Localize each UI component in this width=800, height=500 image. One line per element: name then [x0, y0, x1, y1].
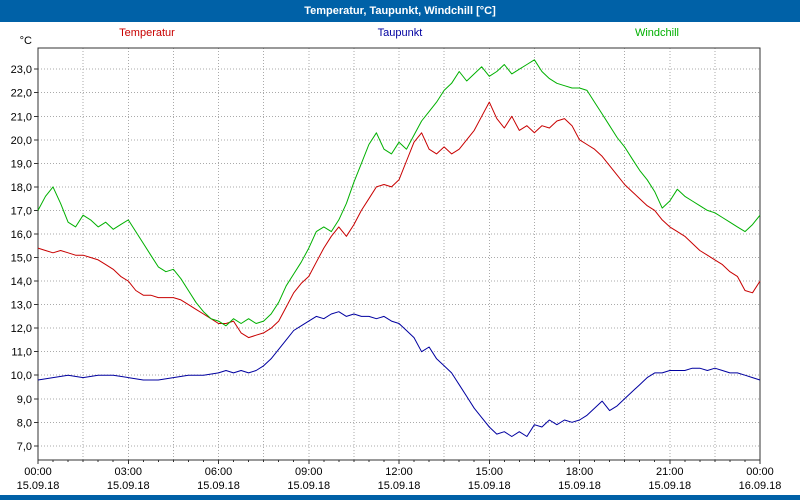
svg-text:°C: °C: [20, 35, 32, 47]
svg-text:03:00: 03:00: [114, 466, 142, 478]
y-axis-labels: 7,0 8,0 9,0 10,0 11,0 12,0 13,0 14,0 15,0 16,0 17,…: [11, 35, 32, 453]
svg-text:15:00: 15:00: [475, 466, 503, 478]
svg-text:00:00: 00:00: [24, 466, 52, 478]
x-axis-labels: 00:00 15.09.18 03:00 15.09.18 06:00 15.09.18 0…: [17, 466, 782, 492]
svg-text:15.09.18: 15.09.18: [558, 480, 601, 492]
svg-text:18,0: 18,0: [11, 182, 32, 194]
svg-text:21,0: 21,0: [11, 111, 32, 123]
svg-text:15.09.18: 15.09.18: [378, 480, 421, 492]
svg-text:06:00: 06:00: [205, 466, 233, 478]
legend-windchill: Windchill: [634, 27, 679, 39]
series-temperatur: [37, 101, 761, 339]
window-title: Temperatur, Taupunkt, Windchill [°C]: [0, 0, 800, 22]
svg-text:15.09.18: 15.09.18: [287, 480, 330, 492]
svg-text:15.09.18: 15.09.18: [468, 480, 511, 492]
svg-text:7,0: 7,0: [17, 441, 32, 453]
series-taupunkt: [37, 311, 761, 437]
svg-text:15.09.18: 15.09.18: [197, 480, 240, 492]
svg-text:18:00: 18:00: [566, 466, 594, 478]
svg-text:12,0: 12,0: [11, 323, 32, 335]
svg-text:13,0: 13,0: [11, 300, 32, 312]
svg-text:00:00: 00:00: [746, 466, 774, 478]
svg-text:12:00: 12:00: [385, 466, 413, 478]
svg-text:17,0: 17,0: [11, 205, 32, 217]
svg-text:11,0: 11,0: [11, 347, 32, 359]
svg-text:14,0: 14,0: [11, 276, 32, 288]
svg-text:15,0: 15,0: [11, 253, 32, 265]
window-bottom-border: [0, 495, 800, 500]
series-windchill: [37, 59, 761, 327]
svg-text:20,0: 20,0: [11, 135, 32, 147]
axis-ticks: [34, 68, 761, 464]
svg-text:10,0: 10,0: [11, 370, 32, 382]
svg-text:16,0: 16,0: [11, 229, 32, 241]
svg-text:9,0: 9,0: [17, 394, 32, 406]
svg-text:8,0: 8,0: [17, 417, 32, 429]
grid-lines: [38, 48, 760, 460]
svg-text:15.09.18: 15.09.18: [107, 480, 150, 492]
svg-text:16.09.18: 16.09.18: [739, 480, 782, 492]
svg-text:22,0: 22,0: [11, 88, 32, 100]
svg-text:09:00: 09:00: [295, 466, 323, 478]
legend-taupunkt: Taupunkt: [377, 27, 423, 39]
svg-text:19,0: 19,0: [11, 158, 32, 170]
svg-text:15.09.18: 15.09.18: [17, 480, 60, 492]
svg-text:15.09.18: 15.09.18: [648, 480, 691, 492]
plot-border: [37, 47, 761, 461]
legend-temperatur: Temperatur: [119, 27, 175, 39]
svg-text:23,0: 23,0: [11, 64, 32, 76]
svg-text:21:00: 21:00: [656, 466, 684, 478]
